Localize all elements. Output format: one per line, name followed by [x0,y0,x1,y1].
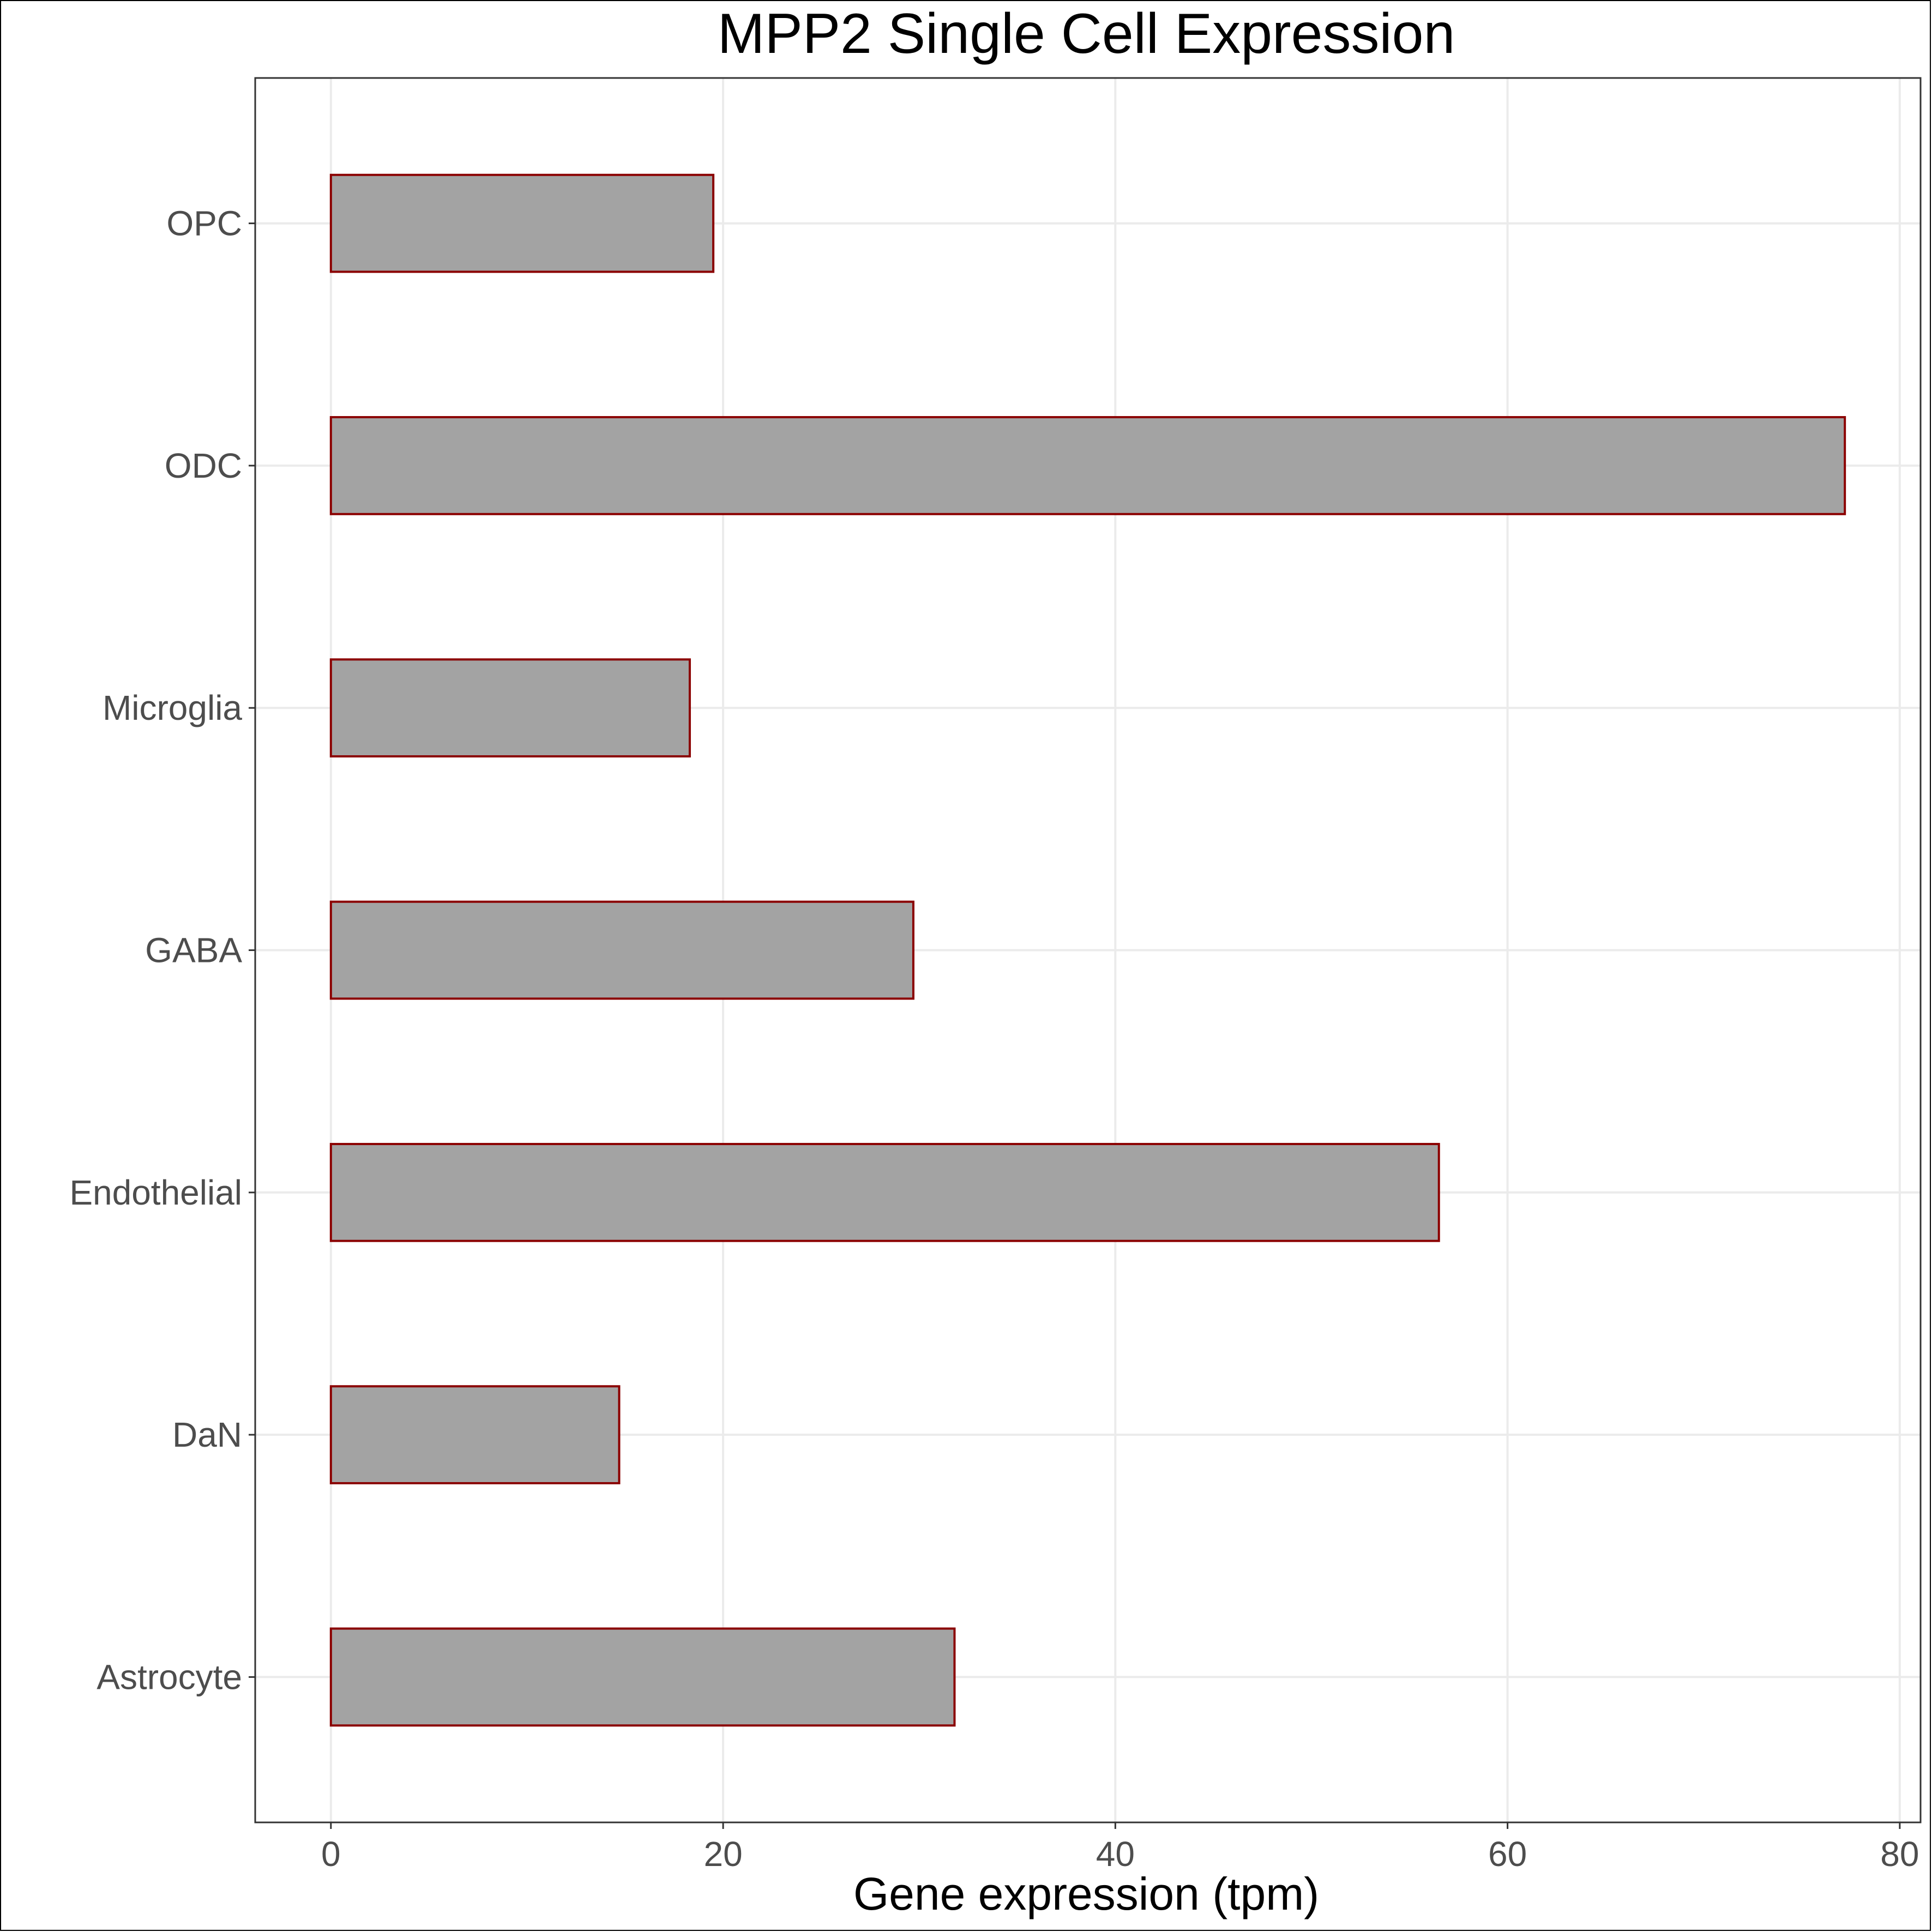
y-tick-label: Microglia [103,688,242,727]
y-tick-label: Astrocyte [97,1657,242,1696]
bar-opc [329,173,715,273]
x-tick-label: 20 [703,1834,742,1874]
tick-layer: 0 20 40 60 80 Astrocyte DaN Endothelial GABA Micr… [69,204,1919,1874]
x-tick-label: 80 [1880,1834,1919,1874]
x-axis-title: Gene expression (tpm) [853,1868,1319,1919]
x-tick-label: 0 [321,1834,341,1874]
chart-title: MPP2 Single Cell Expression [718,2,1455,65]
bar-microglia [329,658,691,758]
y-tick-label: Endothelial [69,1173,242,1212]
bar-endothelial [329,1142,1440,1242]
bar-odc [329,416,1846,515]
y-tick-label: DaN [172,1415,242,1454]
x-tick-label: 60 [1488,1834,1527,1874]
y-tick-label: ODC [165,446,242,485]
y-tick-label: GABA [145,931,242,970]
x-tick-label: 40 [1096,1834,1135,1874]
y-tick-label: OPC [166,204,242,243]
bar-layer [329,173,1846,1727]
bar-astrocyte [329,1627,956,1727]
bar-dan [329,1385,621,1484]
bar-gaba [329,900,914,1000]
